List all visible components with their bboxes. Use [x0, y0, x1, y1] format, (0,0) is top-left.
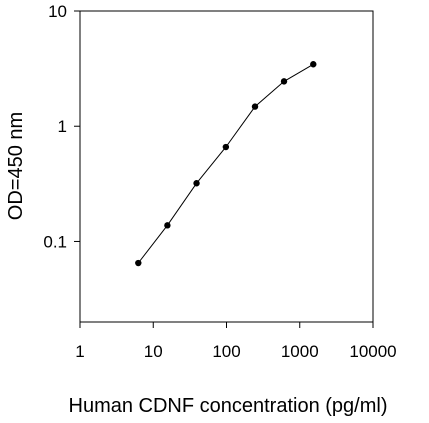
y-tick-label: 10	[48, 2, 67, 21]
y-axis-ticks: 0.1 1 10	[43, 2, 80, 251]
data-point	[280, 78, 288, 85]
data-point	[310, 61, 317, 68]
x-tick-label: 10000	[349, 342, 396, 361]
x-tick-label: 10	[144, 342, 163, 361]
x-tick-label: 100	[212, 342, 240, 361]
x-tick-label: 1	[75, 342, 84, 361]
data-point	[251, 103, 259, 110]
x-axis-ticks: 1 10 100 1000 10000	[75, 322, 397, 361]
x-axis-label: Human CDNF concentration (pg/ml)	[69, 395, 388, 417]
x-tick-label: 1000	[281, 342, 319, 361]
y-tick-label: 0.1	[43, 232, 67, 251]
y-axis-label: OD=450 nm	[5, 112, 27, 220]
data-point	[164, 222, 171, 229]
data-point	[135, 259, 142, 267]
plot-area-frame	[79, 10, 374, 323]
data-point	[193, 180, 200, 187]
series-layer	[135, 61, 317, 267]
y-tick-label: 1	[58, 117, 67, 136]
series-line	[137, 63, 314, 264]
data-point	[222, 143, 230, 151]
